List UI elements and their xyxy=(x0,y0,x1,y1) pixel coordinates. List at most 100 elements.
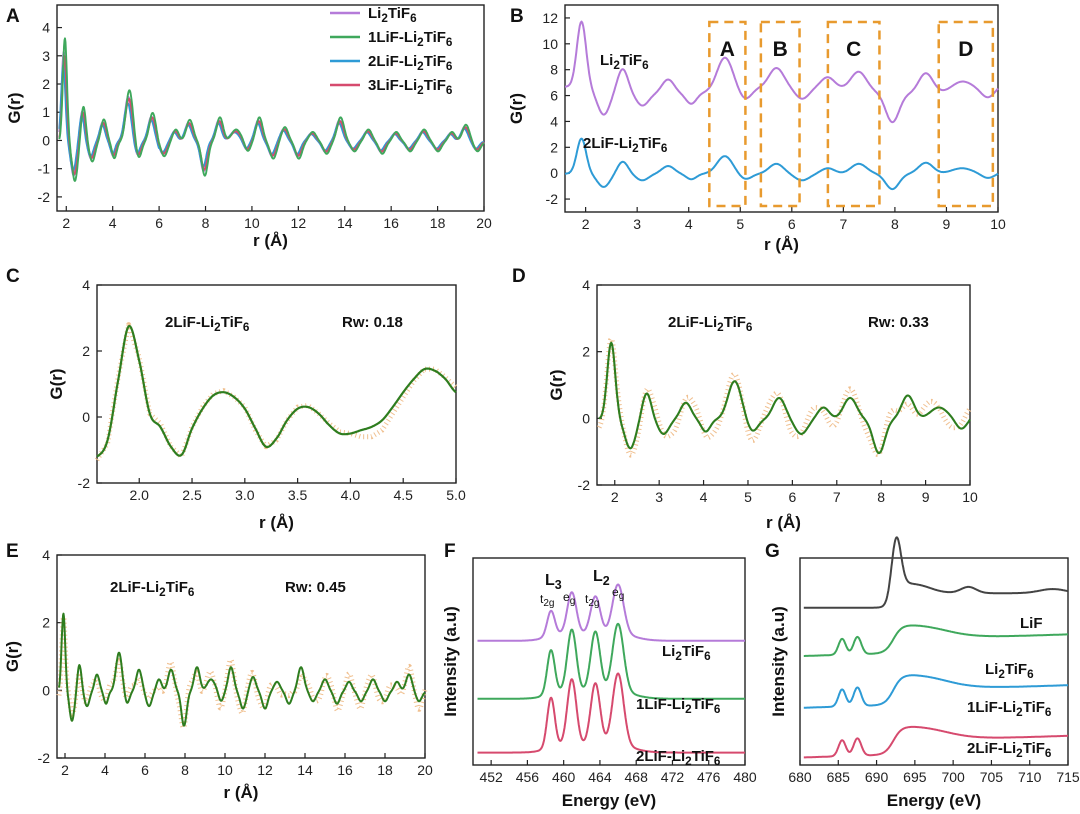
plot-frame-A xyxy=(56,4,485,212)
series-experimental xyxy=(596,336,973,458)
x-tick-label: 2 xyxy=(61,762,69,778)
x-tick-label: 9 xyxy=(943,216,951,232)
y-tick-label: 4 xyxy=(582,277,590,293)
x-tick-label: 5 xyxy=(736,216,744,232)
legend-entry: 2LiF-Li2TiF6 xyxy=(368,53,453,73)
panel-label-B: B xyxy=(510,6,524,27)
x-tick-label: 464 xyxy=(588,769,612,785)
y-tick-label: 2 xyxy=(82,343,90,359)
y-tick-label: 1 xyxy=(42,104,50,120)
x-axis-label: r (Å) xyxy=(259,513,294,532)
y-tick-label: 2 xyxy=(42,76,50,92)
x-tick-label: 8 xyxy=(202,215,210,231)
orbital-label: t2g xyxy=(585,592,599,609)
x-axis-label: r (Å) xyxy=(253,231,288,250)
x-tick-label: 2.0 xyxy=(130,487,150,503)
series-experimental xyxy=(56,614,428,731)
x-tick-label: 7 xyxy=(833,489,841,505)
legend-entry: Li2TiF6 xyxy=(368,5,417,25)
x-tick-label: 3 xyxy=(655,489,663,505)
x-tick-label: 2 xyxy=(611,489,619,505)
y-tick-label: 4 xyxy=(550,113,558,129)
panel-label-D: D xyxy=(512,266,526,287)
legend-entry: 3LiF-Li2TiF6 xyxy=(368,77,453,97)
region-label: A xyxy=(720,38,735,61)
x-axis-label: r (Å) xyxy=(764,235,799,254)
y-tick-label: 0 xyxy=(582,410,590,426)
x-tick-label: 18 xyxy=(377,762,393,778)
series-label: 1LiF-Li2TiF6 xyxy=(636,696,721,716)
series-label: Li2TiF6 xyxy=(662,643,711,663)
edge-label-l3: L3 xyxy=(545,572,562,592)
panel-label-F: F xyxy=(444,541,456,562)
y-axis-label: G(r) xyxy=(547,369,566,400)
y-tick-label: 2 xyxy=(582,344,590,360)
y-axis-label: Intensity (a.u) xyxy=(441,606,460,717)
series-label: 1LiF-Li2TiF6 xyxy=(967,699,1052,719)
y-tick-label: 4 xyxy=(82,277,90,293)
plot-frame-D xyxy=(596,284,971,486)
y-tick-label: 0 xyxy=(550,165,558,181)
panel-label-E: E xyxy=(6,541,19,562)
panel-label-A: A xyxy=(6,6,20,27)
series-label-li2tif6: Li2TiF6 xyxy=(600,52,649,72)
rw-value: Rw: 0.33 xyxy=(868,314,929,331)
x-tick-label: 9 xyxy=(922,489,930,505)
plot-frame-B xyxy=(564,4,999,213)
y-tick-label: 6 xyxy=(550,88,558,104)
y-tick-label: 0 xyxy=(42,682,50,698)
x-tick-label: 4 xyxy=(101,762,109,778)
plot-frame-C xyxy=(96,284,457,484)
y-axis-label: G(r) xyxy=(5,92,24,123)
legend-entry: 1LiF-Li2TiF6 xyxy=(368,29,453,49)
x-tick-label: 700 xyxy=(941,769,965,785)
rw-value: Rw: 0.45 xyxy=(285,579,346,596)
x-tick-label: 10 xyxy=(962,489,978,505)
series-fit xyxy=(96,324,457,458)
x-tick-label: 3.0 xyxy=(235,487,255,503)
x-tick-label: 476 xyxy=(697,769,721,785)
x-tick-label: 10 xyxy=(217,762,233,778)
x-tick-label: 695 xyxy=(903,769,927,785)
series-fit xyxy=(598,341,971,455)
x-tick-label: 16 xyxy=(337,762,353,778)
series-label: Li2TiF6 xyxy=(985,661,1034,681)
series-label: LiF xyxy=(1020,615,1043,632)
region-label: C xyxy=(846,38,861,61)
x-tick-label: 4 xyxy=(109,215,117,231)
series-label-2lif: 2LiF-Li2TiF6 xyxy=(583,135,668,155)
x-tick-label: 680 xyxy=(788,769,812,785)
y-tick-label: 10 xyxy=(542,36,558,52)
x-tick-label: 715 xyxy=(1056,769,1080,785)
region-box-B xyxy=(759,20,801,208)
y-tick-label: -2 xyxy=(38,189,51,205)
sample-label: 2LiF-Li2TiF6 xyxy=(668,314,753,334)
x-tick-label: 3.5 xyxy=(288,487,308,503)
y-tick-label: 2 xyxy=(550,139,558,155)
x-tick-label: 8 xyxy=(181,762,189,778)
x-tick-label: 8 xyxy=(891,216,899,232)
series-1LiF-Li2TiF6 xyxy=(477,622,746,700)
y-tick-label: -1 xyxy=(38,161,51,177)
x-tick-label: 710 xyxy=(1018,769,1042,785)
orbital-label: eg xyxy=(612,585,624,602)
x-tick-label: 4 xyxy=(685,216,693,232)
region-box-A xyxy=(708,20,747,208)
x-tick-label: 4.0 xyxy=(341,487,361,503)
x-axis-label: Energy (eV) xyxy=(562,791,656,810)
y-tick-label: 4 xyxy=(42,20,50,36)
y-tick-label: -2 xyxy=(578,477,591,493)
sample-label: 2LiF-Li2TiF6 xyxy=(110,579,195,599)
x-tick-label: 2.5 xyxy=(182,487,202,503)
x-tick-label: 468 xyxy=(625,769,649,785)
x-tick-label: 20 xyxy=(476,215,492,231)
series-fit xyxy=(58,612,426,727)
y-axis-label: Intensity (a.u) xyxy=(769,606,788,717)
series-Li2TiF6 xyxy=(564,20,999,124)
x-tick-label: 12 xyxy=(257,762,273,778)
y-tick-label: 4 xyxy=(42,547,50,563)
x-tick-label: 6 xyxy=(788,216,796,232)
y-tick-label: -2 xyxy=(546,191,559,207)
x-axis-label: r (Å) xyxy=(224,783,259,802)
series-1LiF-Li2TiF6 xyxy=(58,37,485,182)
